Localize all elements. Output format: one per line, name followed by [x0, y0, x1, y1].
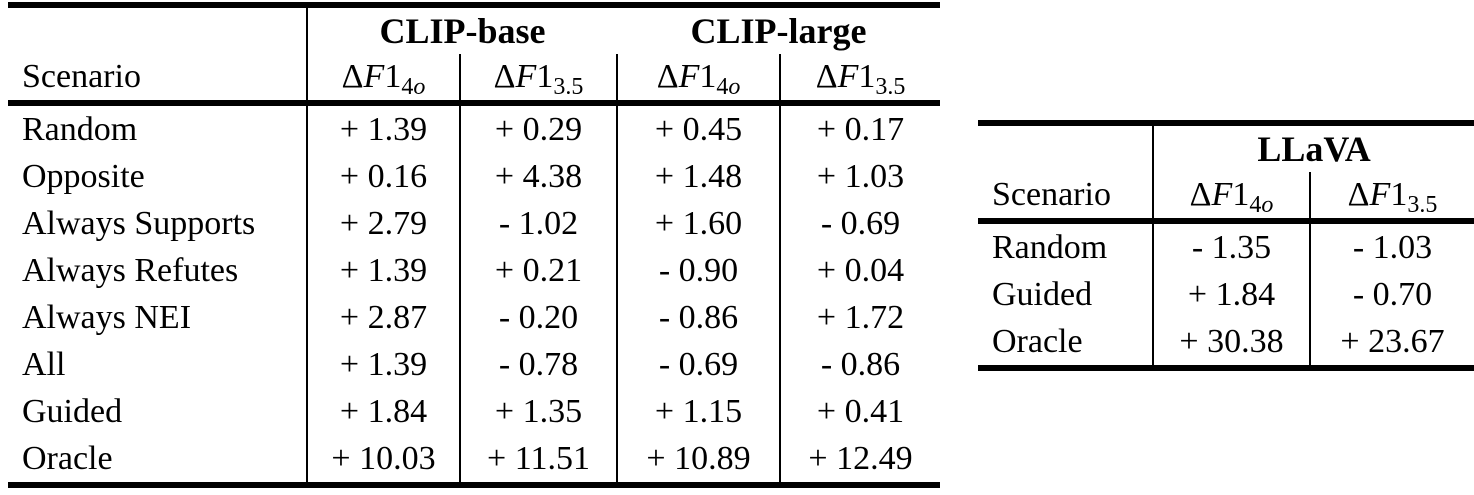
column-header-row: Scenario ΔF14o ΔF13.5 [978, 172, 1474, 224]
scenario-column-header: Scenario [978, 172, 1154, 224]
scenario-cell: Guided [8, 388, 308, 435]
value-cell: - 0.90 [616, 247, 781, 294]
col-header-delta-f1-35: ΔF13.5 [779, 54, 941, 106]
empty-corner-cell [978, 123, 1154, 172]
value-cell: + 0.17 [779, 103, 941, 153]
value-cell: - 0.20 [458, 294, 618, 341]
scenario-cell: Oracle [8, 435, 308, 485]
scenario-cell: Guided [978, 271, 1154, 318]
value-cell: + 1.84 [1152, 271, 1310, 318]
value-cell: + 1.84 [306, 388, 460, 435]
table-row: Opposite + 0.16 + 4.38 + 1.48 + 1.03 [8, 153, 941, 200]
value-cell: - 0.70 [1308, 271, 1474, 318]
scenario-cell: Oracle [978, 318, 1154, 368]
value-cell: + 10.89 [616, 435, 781, 485]
value-cell: + 12.49 [779, 435, 941, 485]
group-header-llava: LLaVA [1257, 129, 1371, 169]
value-cell: + 1.60 [616, 200, 781, 247]
value-cell: + 0.29 [458, 103, 618, 153]
table-row: Always NEI + 2.87 - 0.20 - 0.86 + 1.72 [8, 294, 941, 341]
table-row: Always Supports + 2.79 - 1.02 + 1.60 - 0… [8, 200, 941, 247]
empty-corner-cell [8, 5, 308, 54]
value-cell: + 1.39 [306, 247, 460, 294]
scenario-cell: Always Supports [8, 200, 308, 247]
value-cell: + 2.87 [306, 294, 460, 341]
table-row: Oracle + 30.38 + 23.67 [978, 318, 1474, 368]
group-header-clip-large: CLIP-large [690, 11, 867, 51]
value-cell: - 0.69 [616, 341, 781, 388]
value-cell: + 0.04 [779, 247, 941, 294]
value-cell: - 0.78 [458, 341, 618, 388]
value-cell: - 1.35 [1152, 221, 1310, 271]
value-cell: + 10.03 [306, 435, 460, 485]
group-header-row: CLIP-base CLIP-large [8, 5, 940, 54]
value-cell: + 30.38 [1152, 318, 1310, 368]
value-cell: + 11.51 [458, 435, 618, 485]
value-cell: + 0.41 [779, 388, 941, 435]
value-cell: + 0.21 [458, 247, 618, 294]
col-header-delta-f1-4o: ΔF14o [1152, 172, 1310, 224]
scenario-cell: Opposite [8, 153, 308, 200]
value-cell: + 23.67 [1308, 318, 1474, 368]
value-cell: + 1.03 [779, 153, 941, 200]
col-header-delta-f1-35: ΔF13.5 [458, 54, 618, 106]
scenario-cell: Random [978, 221, 1154, 271]
scenario-cell: Always NEI [8, 294, 308, 341]
value-cell: + 0.16 [306, 153, 460, 200]
value-cell: + 0.45 [616, 103, 781, 153]
clip-results-table: CLIP-base CLIP-large Scenario ΔF14o ΔF13… [8, 2, 941, 488]
scenario-cell: Random [8, 103, 308, 153]
scenario-cell: All [8, 341, 308, 388]
column-header-row: Scenario ΔF14o ΔF13.5 ΔF14o ΔF13.5 [8, 54, 941, 106]
group-header-clip-base: CLIP-base [379, 11, 546, 51]
col-header-delta-f1-4o: ΔF14o [306, 54, 460, 106]
value-cell: + 1.39 [306, 103, 460, 153]
value-cell: + 1.72 [779, 294, 941, 341]
table-row: Guided + 1.84 + 1.35 + 1.15 + 0.41 [8, 388, 941, 435]
scenario-column-header: Scenario [8, 54, 308, 106]
value-cell: + 2.79 [306, 200, 460, 247]
value-cell: - 1.03 [1308, 221, 1474, 271]
value-cell: + 1.48 [616, 153, 781, 200]
col-header-delta-f1-4o: ΔF14o [616, 54, 781, 106]
value-cell: + 4.38 [458, 153, 618, 200]
table-row: Random - 1.35 - 1.03 [978, 221, 1474, 271]
scenario-cell: Always Refutes [8, 247, 308, 294]
value-cell: + 1.15 [616, 388, 781, 435]
table-row: Always Refutes + 1.39 + 0.21 - 0.90 + 0.… [8, 247, 941, 294]
col-header-delta-f1-35: ΔF13.5 [1308, 172, 1474, 224]
value-cell: + 1.35 [458, 388, 618, 435]
table-row: Random + 1.39 + 0.29 + 0.45 + 0.17 [8, 103, 941, 153]
table-row: Guided + 1.84 - 0.70 [978, 271, 1474, 318]
value-cell: - 1.02 [458, 200, 618, 247]
value-cell: - 0.86 [779, 341, 941, 388]
table-row: All + 1.39 - 0.78 - 0.69 - 0.86 [8, 341, 941, 388]
value-cell: + 1.39 [306, 341, 460, 388]
value-cell: - 0.69 [779, 200, 941, 247]
group-header-row: LLaVA [978, 123, 1474, 172]
table-row: Oracle + 10.03 + 11.51 + 10.89 + 12.49 [8, 435, 941, 485]
value-cell: - 0.86 [616, 294, 781, 341]
llava-results-table: LLaVA Scenario ΔF14o ΔF13.5 Random - 1.3… [978, 120, 1474, 371]
